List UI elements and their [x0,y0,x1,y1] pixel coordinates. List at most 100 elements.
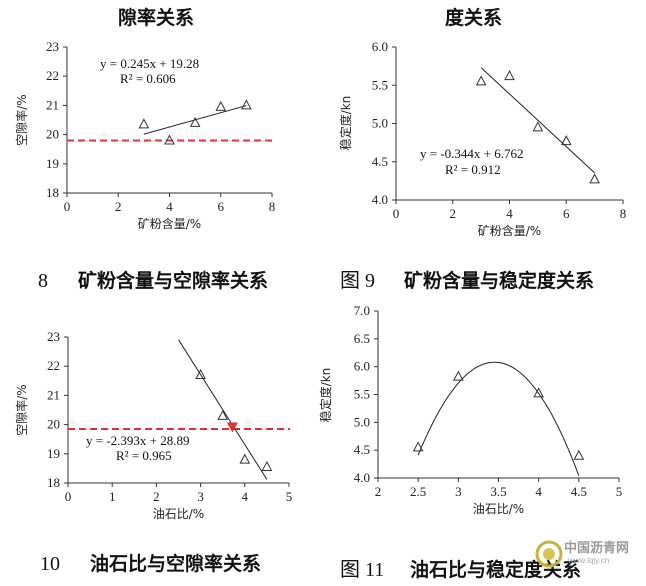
r-squared: R² = 0.912 [445,162,501,177]
data-point [189,116,201,127]
x-tick-label: 1 [109,489,116,504]
caption-8-text: 矿粉含量与空隙率关系 [78,269,268,292]
x-tick-label: 2 [115,199,122,214]
r-squared: R² = 0.965 [116,448,172,463]
x-tick-label: 5 [286,489,293,504]
x-tick-label: 2 [450,206,457,221]
y-tick-label: 4.5 [354,442,370,457]
trend-equation: y = 0.245x + 19.28 [100,56,199,71]
y-tick-label: 4.0 [354,470,370,485]
y-tick-label: 4.0 [372,192,388,207]
caption-11-text: 油石比与稳定度关系 [410,558,581,581]
caption-10-text: 油石比与空隙率关系 [90,552,261,575]
y-tick-label: 5.0 [372,116,388,131]
watermark-logo-icon [535,540,563,568]
data-point [589,173,600,184]
x-tick-label: 4 [242,489,249,504]
x-tick-label: 2 [375,484,382,499]
x-axis-label: 油石比/% [153,507,204,521]
x-tick-label: 6 [218,199,225,214]
y-tick-label: 18 [46,185,59,200]
data-point [504,70,515,81]
y-axis-label: 空隙率/% [14,94,29,145]
x-tick-label: 3 [455,484,462,499]
y-tick-label: 23 [46,39,59,54]
x-tick-label: 0 [65,489,72,504]
data-point [453,370,464,381]
caption-8-number: 8 [38,270,48,292]
trend-curve [417,361,580,476]
x-tick-label: 0 [393,206,400,221]
x-tick-label: 4 [535,484,542,499]
data-point [573,449,585,460]
caption-9-number: 图 9 [340,270,375,292]
y-tick-label: 21 [47,387,60,402]
trend-equation: y = -0.344x + 6.762 [420,146,524,161]
trend-equation: y = -2.393x + 28.89 [86,433,190,448]
data-point [261,460,273,471]
watermark-text: 中国沥青网 [564,540,629,556]
x-axis-label: 矿粉含量/% [138,216,201,231]
intersection-marker [226,422,238,433]
y-tick-label: 5.5 [354,387,370,402]
x-tick-label: 0 [64,199,71,214]
y-tick-label: 19 [47,446,60,461]
y-tick-label: 20 [46,127,59,142]
x-axis-label: 矿粉含量/% [478,223,541,238]
x-tick-label: 5 [616,484,623,499]
y-tick-label: 7.0 [354,303,370,318]
x-tick-label: 8 [269,199,276,214]
caption-9-text: 矿粉含量与稳定度关系 [404,269,594,292]
title-top-right: 度关系 [445,6,502,29]
x-tick-label: 8 [620,206,627,221]
x-tick-label: 3.5 [490,484,506,499]
watermark-url: www.lqjy.cn [567,556,609,565]
x-tick-label: 2.5 [410,484,426,499]
x-tick-label: 6 [563,206,570,221]
x-tick-label: 2 [153,489,160,504]
y-axis-label: 稳定度/kn [338,96,353,151]
title-top-left: 隙率关系 [118,6,194,29]
y-tick-label: 21 [46,97,59,112]
y-tick-label: 23 [47,329,60,344]
y-tick-label: 18 [47,475,60,490]
data-point [532,121,544,132]
data-point [195,368,206,379]
y-tick-label: 6.0 [372,39,388,54]
y-tick-label: 20 [47,417,60,432]
x-tick-label: 4 [506,206,513,221]
y-tick-label: 5.0 [354,414,370,429]
trend-line [480,67,595,174]
x-tick-label: 3 [197,489,204,504]
data-point [164,134,175,145]
chart-fig9: 4.0 4.5 5.0 5.5 6.0 0 2 4 6 8 矿粉含量/% 稳定度/kn y = -0.3… [338,39,626,238]
data-point [241,99,252,110]
data-point [239,453,251,464]
data-point [412,441,424,452]
data-point [215,100,227,111]
data-point [560,135,572,146]
data-point [138,118,150,129]
r-squared: R² = 0.606 [120,71,176,86]
y-tick-label: 4.5 [372,154,388,169]
y-tick-label: 22 [47,358,60,373]
data-point [533,387,544,398]
x-tick-label: 4 [166,199,173,214]
chart-fig8: 18 19 20 21 22 23 0 2 4 6 8 矿粉含量/% 空隙率/% y = 0.245x +… [14,39,275,231]
y-tick-label: 5.5 [372,77,388,92]
y-axis-label: 稳定度/kn [318,368,333,423]
caption-10-number: 10 [40,553,60,575]
chart-fig11: 4.0 4.5 5.0 5.5 6.0 6.5 7.0 2 2.5 3 3.5 4 4.5 5 油石比/% 稳… [318,303,622,516]
watermark: 中国沥青网 www.lqjy.cn [535,540,629,568]
caption-11-number: 图 11 [340,559,384,581]
x-tick-label: 4.5 [571,484,587,499]
trend-line [178,339,268,480]
y-tick-label: 22 [46,68,59,83]
data-point [217,409,229,420]
watermark-logo-dot-icon [543,548,555,560]
y-axis-label: 空隙率/% [14,384,29,435]
y-tick-label: 6.5 [354,331,370,346]
x-axis-label: 油石比/% [473,502,524,516]
